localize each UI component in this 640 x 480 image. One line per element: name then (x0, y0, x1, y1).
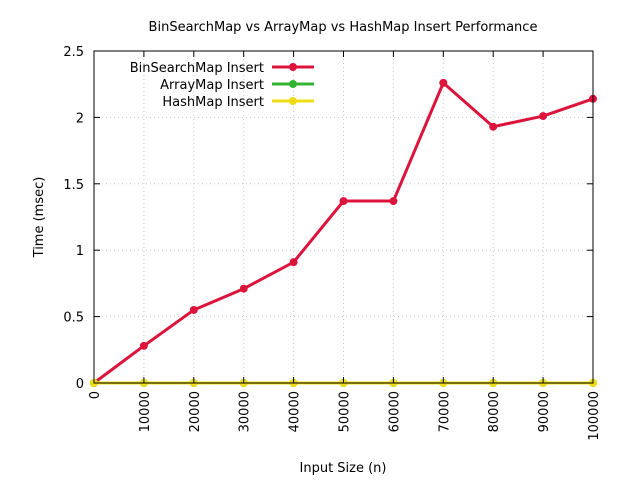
y-tick-label: 0 (76, 377, 84, 392)
legend-label: HashMap Insert (162, 95, 264, 110)
x-tick-label: 60000 (387, 391, 402, 432)
legend-swatch-marker (289, 63, 297, 71)
legend-label: ArrayMap Insert (160, 78, 264, 93)
data-point (439, 78, 448, 87)
x-tick-label: 0 (88, 391, 103, 399)
data-point (289, 258, 298, 267)
legend-label: BinSearchMap Insert (130, 61, 264, 76)
data-point (489, 122, 498, 131)
data-point (139, 341, 148, 350)
legend-swatch-marker (289, 80, 297, 88)
y-tick-label: 2 (76, 111, 84, 126)
grid (94, 51, 593, 383)
y-tick-label: 2.5 (63, 45, 84, 60)
x-tick-label: 50000 (338, 391, 353, 432)
y-axis-label: Time (msec) (32, 177, 47, 259)
axis-ticks: 0 0.5 1 1.5 2 2.5 0 10000 20000 30000 40000 50000 60… (63, 45, 602, 441)
data-point (239, 284, 248, 293)
x-tick-label: 100000 (587, 391, 602, 441)
data-point (189, 305, 198, 314)
series-1 (90, 78, 597, 387)
legend: BinSearchMap Insert ArrayMap Insert HashMa… (130, 61, 314, 110)
legend-swatch-marker (289, 97, 297, 105)
chart-title: BinSearchMap vs ArrayMap vs HashMap Inse… (149, 20, 538, 35)
data-point (389, 197, 398, 206)
data-point (539, 112, 548, 121)
y-tick-label: 1.5 (63, 178, 84, 193)
x-tick-label: 70000 (437, 391, 452, 432)
x-tick-label: 90000 (537, 391, 552, 432)
x-tick-label: 20000 (188, 391, 203, 432)
x-tick-label: 80000 (487, 391, 502, 432)
y-tick-label: 0.5 (63, 311, 84, 326)
x-tick-label: 30000 (238, 391, 253, 432)
x-tick-label: 40000 (288, 391, 303, 432)
data-point (339, 197, 348, 206)
x-axis-label: Input Size (n) (300, 461, 387, 476)
y-tick-label: 1 (76, 244, 84, 259)
x-tick-label: 10000 (138, 391, 153, 432)
series-layer (90, 78, 597, 387)
